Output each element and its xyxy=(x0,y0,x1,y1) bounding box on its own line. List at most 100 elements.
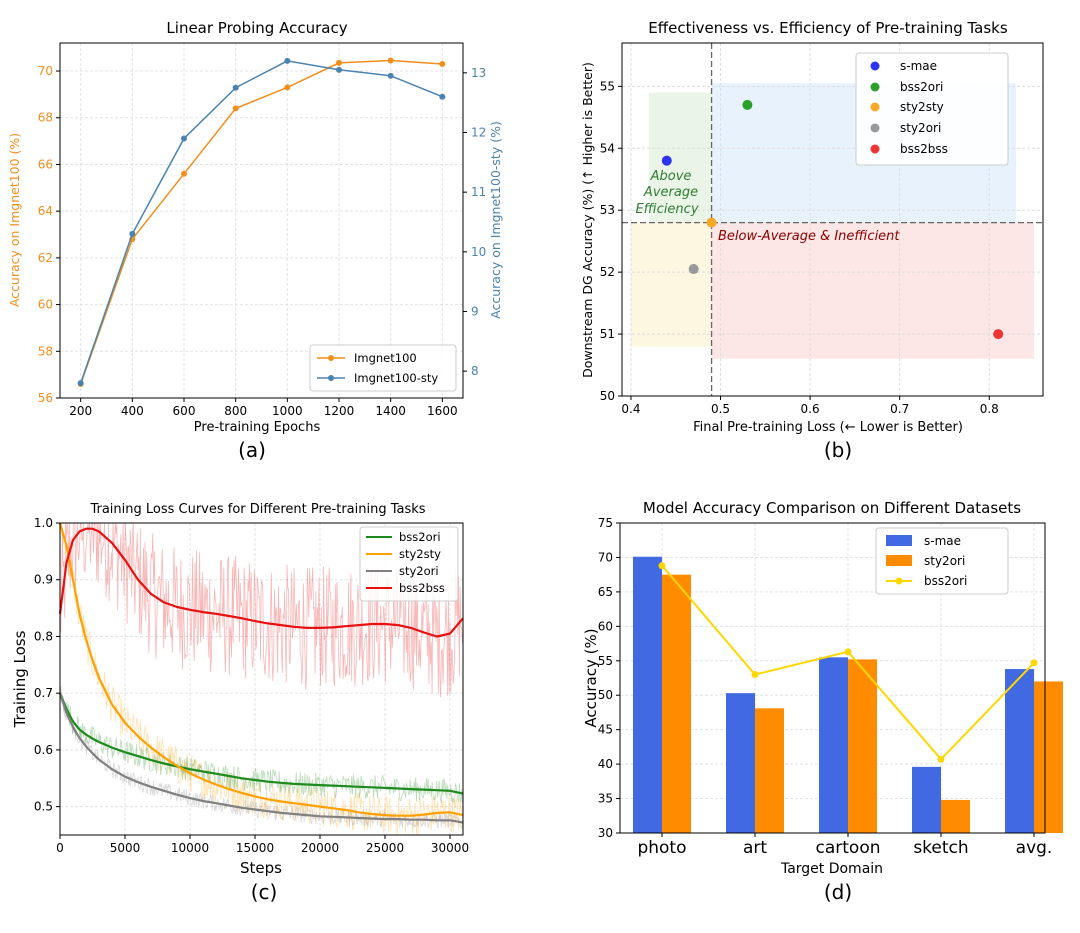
chart-b-legend-box xyxy=(855,52,1009,166)
chart-c-frame xyxy=(59,522,464,836)
legend-b-bss2ori-marker xyxy=(870,82,880,92)
chart-d-ytick-label: 50 xyxy=(598,688,613,702)
chart-c-xlabel: Steps xyxy=(240,859,282,877)
chart-a-xtick-label: 1000 xyxy=(272,404,303,418)
chart-a-legend: Imgnet100 Imgnet100-sty xyxy=(309,344,457,392)
chart-d-bar-sty2ori xyxy=(755,708,784,833)
legend-b-sty2sty-label: sty2sty xyxy=(900,100,944,114)
chart-c-ytick-label: 0.5 xyxy=(34,800,53,814)
legend-b-sty2ori-marker xyxy=(870,123,880,133)
chart-b-ytick-label: 51 xyxy=(600,327,615,341)
chart-b-point-sty2ori xyxy=(688,264,699,275)
chart-d-bar-s-mae xyxy=(819,657,848,833)
chart-d-ytick-label: 55 xyxy=(598,654,613,668)
legend-c-bss2bss-label: bss2bss xyxy=(399,581,445,595)
legend-b-bss2ori-label: bss2ori xyxy=(900,80,943,94)
chart-a-ytick-right-label: 11 xyxy=(471,185,486,199)
chart-d-ytick-label: 75 xyxy=(598,516,613,530)
chart-d-bar-s-mae xyxy=(1005,669,1034,833)
chart-d-bar-s-mae xyxy=(633,556,662,833)
chart-a-ytick-left-label: 60 xyxy=(38,298,53,312)
chart-a-point-imgnet100-sty xyxy=(284,57,291,64)
chart-a-xtick-label: 200 xyxy=(69,404,92,418)
chart-a-frame xyxy=(59,42,464,399)
chart-d-bar-sty2ori xyxy=(1034,681,1063,833)
chart-a-series-imgnet100 xyxy=(79,59,443,385)
annotation-below: Below-Average & Inefficient xyxy=(718,229,900,244)
chart-d-xtick-label: sketch xyxy=(913,838,968,858)
chart-a-xtick-label: 1200 xyxy=(324,404,355,418)
chart-d-ytick-label: 35 xyxy=(598,792,613,806)
chart-c-ytick-label: 0.6 xyxy=(34,743,53,757)
chart-d-ytick-label: 40 xyxy=(598,757,613,771)
chart-a-xtick-label: 400 xyxy=(121,404,144,418)
chart-d-ytick-label: 30 xyxy=(598,826,613,840)
chart-c-series-bss2bss xyxy=(58,527,464,638)
chart-c-raw-bss2bss xyxy=(59,522,463,698)
chart-a-legend-box xyxy=(309,344,457,392)
chart-a-ytick-left-label: 58 xyxy=(38,344,53,358)
chart-b-region-1 xyxy=(648,92,712,223)
legend-a-imgnet100-label: Imgnet100 xyxy=(354,351,417,365)
legend-a-imgnet100-marker xyxy=(328,355,334,361)
panel-d: Model Accuracy Comparison on Different D… xyxy=(582,499,1063,904)
chart-a-point-imgnet100 xyxy=(181,170,187,177)
chart-d-xtick-label: cartoon xyxy=(816,838,881,858)
chart-a-point-imgnet100 xyxy=(387,57,394,64)
panel-c-label: (c) xyxy=(251,880,278,904)
chart-c-xtick-label: 5000 xyxy=(110,841,141,855)
chart-d-ytick-label: 70 xyxy=(598,550,613,564)
panel-b: Effectiveness vs. Efficiency of Pre-trai… xyxy=(580,19,1044,462)
legend-b-s-mae-label: s-mae xyxy=(900,59,937,73)
chart-a-xtick-label: 1600 xyxy=(427,404,458,418)
chart-b-ytick-label: 50 xyxy=(600,389,615,403)
legend-d-bss2ori-label: bss2ori xyxy=(924,574,967,588)
chart-a-ytick-left-label: 66 xyxy=(38,157,53,171)
chart-b-ytick-label: 53 xyxy=(600,203,615,217)
legend-d-bss2ori-marker xyxy=(895,577,903,585)
chart-b-ytick-label: 55 xyxy=(600,79,615,93)
chart-b-region-3 xyxy=(630,222,712,347)
chart-c-xtick-label: 30000 xyxy=(431,841,469,855)
chart-c-xtick-label: 20000 xyxy=(301,841,339,855)
chart-a-point-imgnet100-sty xyxy=(129,230,136,237)
chart-a-ytick-left-label: 56 xyxy=(38,391,53,405)
annotation-above-line1: Above xyxy=(650,169,692,184)
chart-c-legend: bss2ori sty2sty sty2ori bss2bss xyxy=(359,526,459,602)
chart-a-ytick-right-label: 10 xyxy=(471,245,486,259)
chart-b-point-bss2bss xyxy=(993,329,1004,340)
panel-a-label: (a) xyxy=(238,438,266,462)
chart-a-point-imgnet100-sty xyxy=(336,66,342,73)
legend-d-sty2ori-swatch xyxy=(886,555,912,566)
chart-d-bar-s-mae xyxy=(912,766,941,833)
chart-a-point-imgnet100 xyxy=(439,61,446,68)
chart-a-point-imgnet100-sty xyxy=(387,72,394,79)
chart-b-xtick-label: 0.8 xyxy=(980,402,999,416)
chart-b-xtick-label: 0.6 xyxy=(801,402,820,416)
chart-b-xtick-label: 0.7 xyxy=(890,402,909,416)
chart-c-title: Training Loss Curves for Different Pre-t… xyxy=(89,502,425,517)
chart-b-ytick-label: 52 xyxy=(600,265,615,279)
chart-b-region-4 xyxy=(711,222,1035,359)
chart-a-xtick-label: 800 xyxy=(224,404,247,418)
chart-b-point-bss2ori xyxy=(742,99,753,110)
chart-a-xtick-label: 1400 xyxy=(375,404,406,418)
chart-c-ytick-label: 0.8 xyxy=(34,629,53,643)
chart-c-ytick-label: 1.0 xyxy=(34,516,53,530)
chart-a-point-imgnet100-sty xyxy=(181,135,187,142)
chart-c-xtick-label: 25000 xyxy=(366,841,404,855)
legend-c-sty2ori-label: sty2ori xyxy=(399,564,439,578)
chart-a-ylabel-right: Accuracy on Imgnet100-sty (%) xyxy=(488,121,503,319)
chart-a-point-imgnet100 xyxy=(232,105,239,112)
chart-a-series-imgnet100-sty xyxy=(79,60,443,384)
chart-a-ytick-right-label: 12 xyxy=(471,125,486,139)
panel-c: Training Loss Curves for Different Pre-t… xyxy=(11,502,469,904)
chart-c-xtick-label: 0 xyxy=(56,841,64,855)
chart-c-series-bss2ori xyxy=(58,692,464,795)
chart-a-point-imgnet100 xyxy=(336,59,342,66)
chart-d-bar-sty2ori xyxy=(662,574,691,833)
chart-b-point-sty2sty xyxy=(706,217,717,228)
chart-d-bar-s-mae xyxy=(726,693,755,833)
chart-c-ytick-label: 0.7 xyxy=(34,686,53,700)
chart-d-point-bss2ori xyxy=(751,671,759,679)
